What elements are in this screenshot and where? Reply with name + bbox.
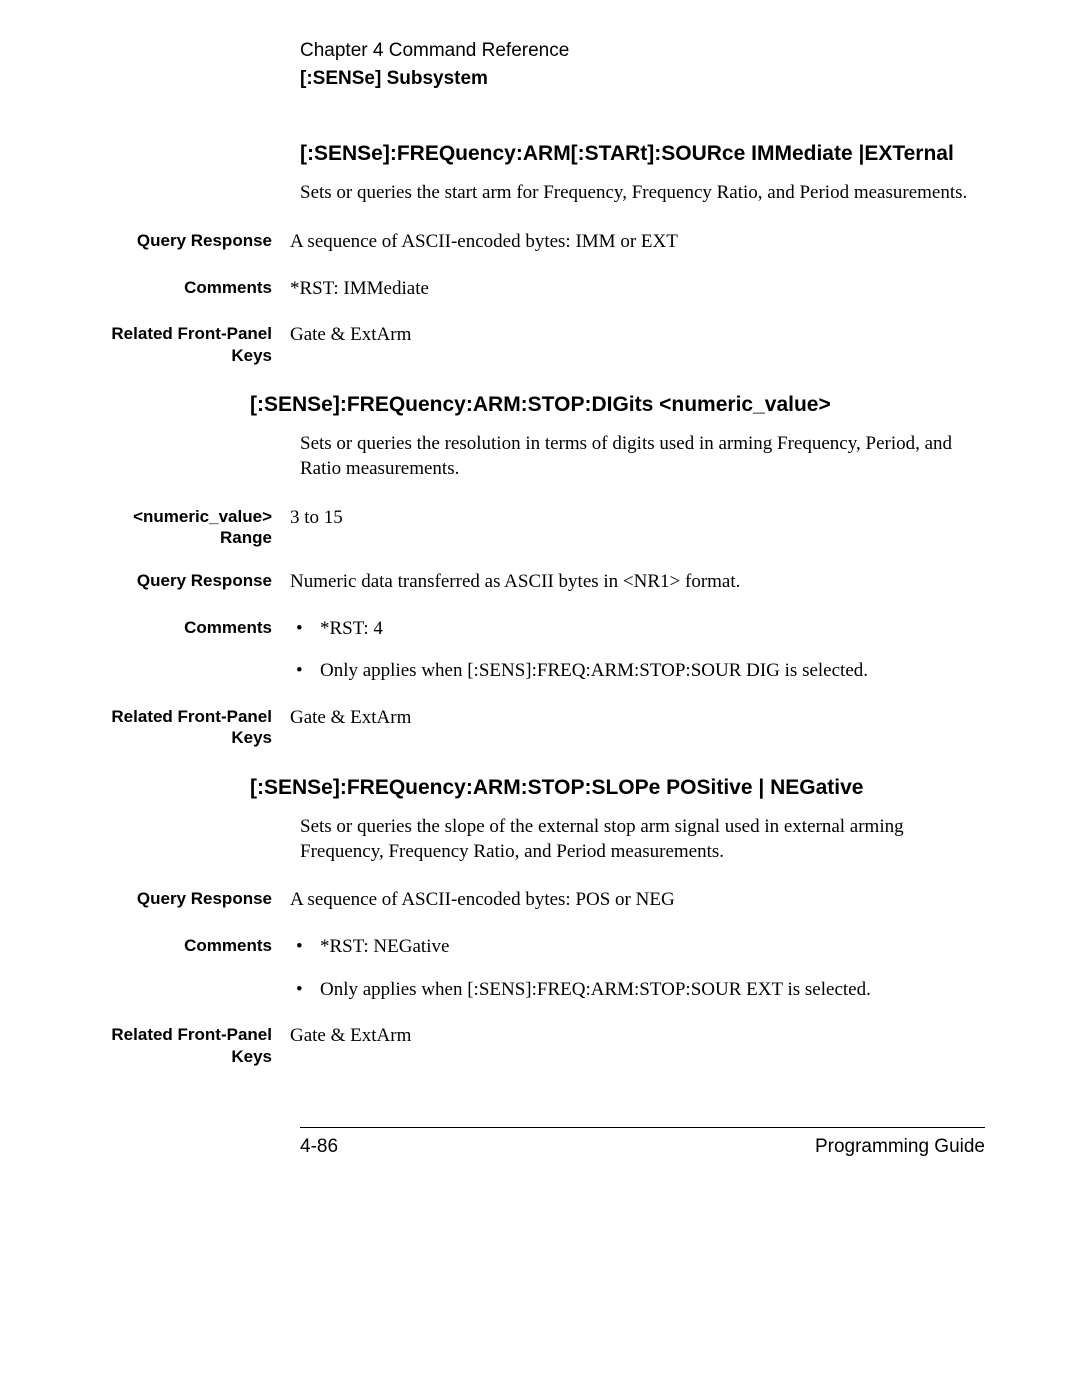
subsystem-line: [:SENSe] Subsystem bbox=[300, 68, 985, 90]
command-section: [:SENSe]:FREQuency:ARM:STOP:SLOPe POSiti… bbox=[95, 774, 985, 1067]
bullet-item: Only applies when [:SENS]:FREQ:ARM:STOP:… bbox=[320, 978, 985, 1003]
field-content: *RST: NEGative Only applies when [:SENS]… bbox=[290, 935, 985, 1002]
field-content: A sequence of ASCII-encoded bytes: POS o… bbox=[290, 888, 985, 913]
bullet-list: *RST: 4 Only applies when [:SENS]:FREQ:A… bbox=[290, 617, 985, 684]
chapter-line: Chapter 4 Command Reference bbox=[300, 40, 985, 62]
field-label: Query Response bbox=[95, 570, 290, 591]
field-row: <numeric_value> Range 3 to 15 bbox=[95, 506, 985, 549]
field-label: Related Front-Panel Keys bbox=[95, 706, 290, 749]
field-content: *RST: 4 Only applies when [:SENS]:FREQ:A… bbox=[290, 617, 985, 684]
field-label: <numeric_value> Range bbox=[95, 506, 290, 549]
field-label: Query Response bbox=[95, 888, 290, 909]
bullet-item: *RST: NEGative bbox=[320, 935, 985, 960]
field-row: Comments *RST: 4 Only applies when [:SEN… bbox=[95, 617, 985, 684]
section-description: Sets or queries the resolution in terms … bbox=[300, 432, 985, 481]
section-title: [:SENSe]:FREQuency:ARM:STOP:DIGits <nume… bbox=[250, 391, 985, 418]
field-content: *RST: IMMediate bbox=[290, 277, 985, 302]
section-description: Sets or queries the slope of the externa… bbox=[300, 815, 985, 864]
bullet-item: *RST: 4 bbox=[320, 617, 985, 642]
field-label: Comments bbox=[95, 935, 290, 956]
command-section: [:SENSe]:FREQuency:ARM:STOP:DIGits <nume… bbox=[95, 391, 985, 749]
field-label: Comments bbox=[95, 277, 290, 298]
field-label: Query Response bbox=[95, 230, 290, 251]
footer-rule bbox=[300, 1127, 985, 1128]
field-row: Query Response A sequence of ASCII-encod… bbox=[95, 888, 985, 913]
page-number: 4-86 bbox=[300, 1136, 338, 1158]
command-section: [:SENSe]:FREQuency:ARM[:STARt]:SOURce IM… bbox=[95, 140, 985, 366]
field-row: Comments *RST: IMMediate bbox=[95, 277, 985, 302]
page-footer: 4-86 Programming Guide bbox=[300, 1136, 985, 1158]
field-content: Gate & ExtArm bbox=[290, 1024, 985, 1049]
field-row: Related Front-Panel Keys Gate & ExtArm bbox=[95, 323, 985, 366]
field-label: Related Front-Panel Keys bbox=[95, 323, 290, 366]
field-row: Related Front-Panel Keys Gate & ExtArm bbox=[95, 1024, 985, 1067]
page-header: Chapter 4 Command Reference [:SENSe] Sub… bbox=[300, 40, 985, 90]
field-row: Query Response Numeric data transferred … bbox=[95, 570, 985, 595]
field-label: Related Front-Panel Keys bbox=[95, 1024, 290, 1067]
document-page: Chapter 4 Command Reference [:SENSe] Sub… bbox=[0, 0, 1080, 1198]
section-description: Sets or queries the start arm for Freque… bbox=[300, 181, 985, 206]
field-row: Comments *RST: NEGative Only applies whe… bbox=[95, 935, 985, 1002]
field-content: Gate & ExtArm bbox=[290, 323, 985, 348]
field-content: Numeric data transferred as ASCII bytes … bbox=[290, 570, 985, 595]
field-content: 3 to 15 bbox=[290, 506, 985, 531]
section-title: [:SENSe]:FREQuency:ARM:STOP:SLOPe POSiti… bbox=[250, 774, 985, 801]
section-title: [:SENSe]:FREQuency:ARM[:STARt]:SOURce IM… bbox=[300, 140, 985, 167]
field-row: Related Front-Panel Keys Gate & ExtArm bbox=[95, 706, 985, 749]
field-label: Comments bbox=[95, 617, 290, 638]
bullet-list: *RST: NEGative Only applies when [:SENS]… bbox=[290, 935, 985, 1002]
field-row: Query Response A sequence of ASCII-encod… bbox=[95, 230, 985, 255]
field-content: A sequence of ASCII-encoded bytes: IMM o… bbox=[290, 230, 985, 255]
bullet-item: Only applies when [:SENS]:FREQ:ARM:STOP:… bbox=[320, 659, 985, 684]
field-content: Gate & ExtArm bbox=[290, 706, 985, 731]
doc-title: Programming Guide bbox=[815, 1136, 985, 1158]
